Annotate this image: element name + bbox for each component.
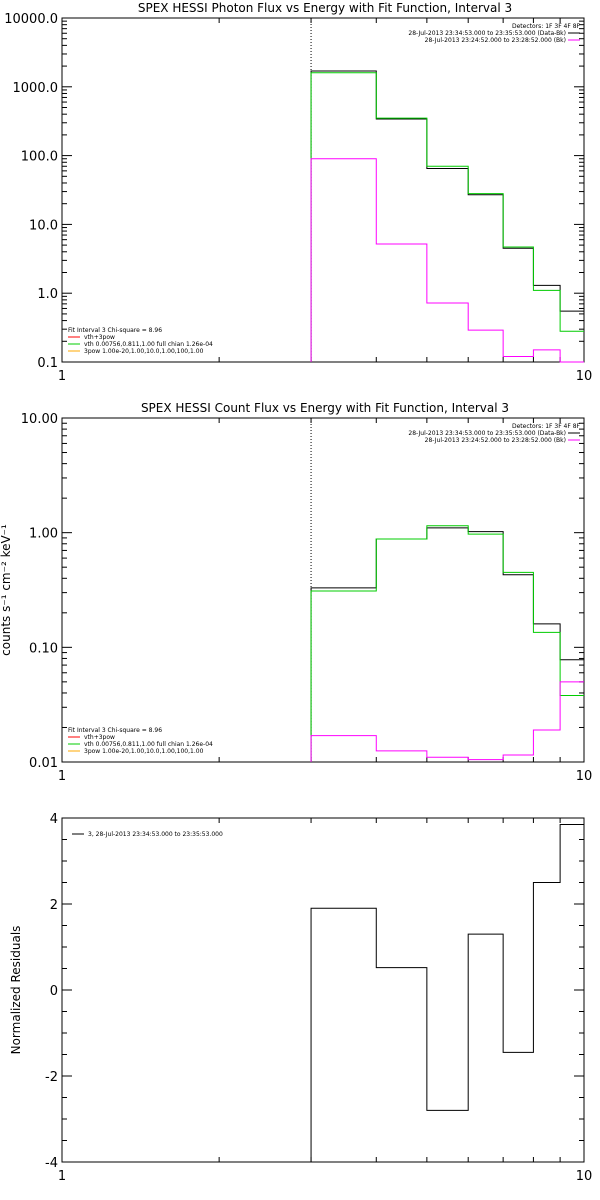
legend-entry: 28-Jul-2013 23:34:53.000 to 23:35:53.000…: [408, 430, 566, 437]
legend-entry: 28-Jul-2013 23:24:52.000 to 23:28:52.000…: [425, 437, 566, 444]
legend-entry: 3, 28-Jul-2013 23:34:53.000 to 23:35:53.…: [88, 831, 223, 838]
residuals-y-axis-label: Normalized Residuals: [9, 926, 23, 1055]
y-tick-label: 100.0: [21, 150, 58, 165]
series-line-2: [310, 158, 584, 363]
series-line-2: [310, 681, 584, 762]
x-tick-label: 1: [58, 769, 66, 784]
series-line-0: [310, 70, 584, 362]
fit-legend-entry: vth+3pow: [84, 334, 115, 341]
count-flux-title: SPEX HESSI Count Flux vs Energy with Fit…: [141, 401, 509, 415]
y-tick-label: 4: [50, 812, 58, 827]
photon-flux-title: SPEX HESSI Photon Flux vs Energy with Fi…: [138, 1, 512, 15]
fit-legend-entry: 3pow 1.00e-20,1.00,10.0,1.00,100,1.00: [84, 348, 204, 355]
fit-legend-entry: vth 0.00756,0.811,1.00 full chian 1.26e-…: [84, 341, 213, 348]
y-tick-label: -2: [45, 1070, 58, 1085]
y-tick-label: 0.01: [29, 756, 58, 771]
fit-legend-entry: vth+3pow: [84, 734, 115, 741]
series-line-1: [310, 525, 584, 762]
residuals-panel: Normalized Residuals -4 -2 0 2 4 1 10 3, 28-Jul…: [9, 812, 592, 1184]
y-tick-label: 10.00: [21, 412, 58, 427]
legend-header: Detectors: 1F 3F 4F 8F: [512, 423, 581, 430]
x-tick-label: 10: [576, 769, 593, 784]
x-tick-label: 1: [58, 1169, 66, 1184]
count-flux-panel: SPEX HESSI Count Flux vs Energy with Fit…: [0, 401, 592, 784]
count-flux-y-axis-label: counts s⁻¹ cm⁻² keV⁻¹: [0, 524, 13, 656]
legend-entry: 28-Jul-2013 23:34:53.000 to 23:35:53.000…: [408, 30, 566, 37]
photon-flux-panel: SPEX HESSI Photon Flux vs Energy with Fi…: [4, 1, 592, 384]
photon-flux-plot-frame: [61, 17, 585, 363]
count-flux-plot-frame: [61, 417, 585, 763]
y-tick-label: 1.00: [29, 527, 58, 542]
x-tick-label: 10: [576, 1169, 593, 1184]
photon-flux-plot-area: 0.1 1.0 10.0 100.0 1000.0 10000.0 1 10 Detectors…: [4, 12, 592, 384]
y-tick-label: 10.0: [29, 218, 58, 233]
fit-legend-header: Fit Interval 3 Chi-square = 8.96: [68, 727, 162, 734]
fit-legend-entry: 3pow 1.00e-20,1.00,10.0,1.00,100,1.00: [84, 748, 204, 755]
count-flux-plot-area: 0.01 0.10 1.00 10.00 1 10 Detectors: 1F 3F 4F …: [21, 412, 592, 784]
y-tick-label: 0: [50, 984, 58, 999]
residuals-plot-frame: [61, 817, 585, 1163]
x-tick-label: 1: [58, 369, 66, 384]
y-tick-label: 1000.0: [13, 81, 59, 96]
legend-entry: 28-Jul-2013 23:24:52.000 to 23:28:52.000…: [425, 37, 566, 44]
fit-legend-entry: vth 0.00756,0.811,1.00 full chian 1.26e-…: [84, 741, 213, 748]
x-tick-label: 10: [576, 369, 593, 384]
y-tick-label: 0.10: [29, 641, 58, 656]
legend-header: Detectors: 1F 3F 4F 8F: [512, 23, 581, 30]
series-line-0: [310, 823, 584, 1162]
fit-legend-header: Fit Interval 3 Chi-square = 8.96: [68, 327, 162, 334]
series-line-0: [310, 527, 584, 762]
y-tick-label: 10000.0: [4, 12, 58, 27]
residuals-plot-area: -4 -2 0 2 4 1 10 3, 28-Jul-2013 23:34:53.000 to…: [45, 812, 592, 1184]
series-line-1: [310, 72, 584, 362]
y-tick-label: 0.1: [37, 356, 58, 371]
y-tick-label: 2: [50, 898, 58, 913]
y-tick-label: 1.0: [37, 287, 58, 302]
y-tick-label: -4: [45, 1156, 58, 1171]
